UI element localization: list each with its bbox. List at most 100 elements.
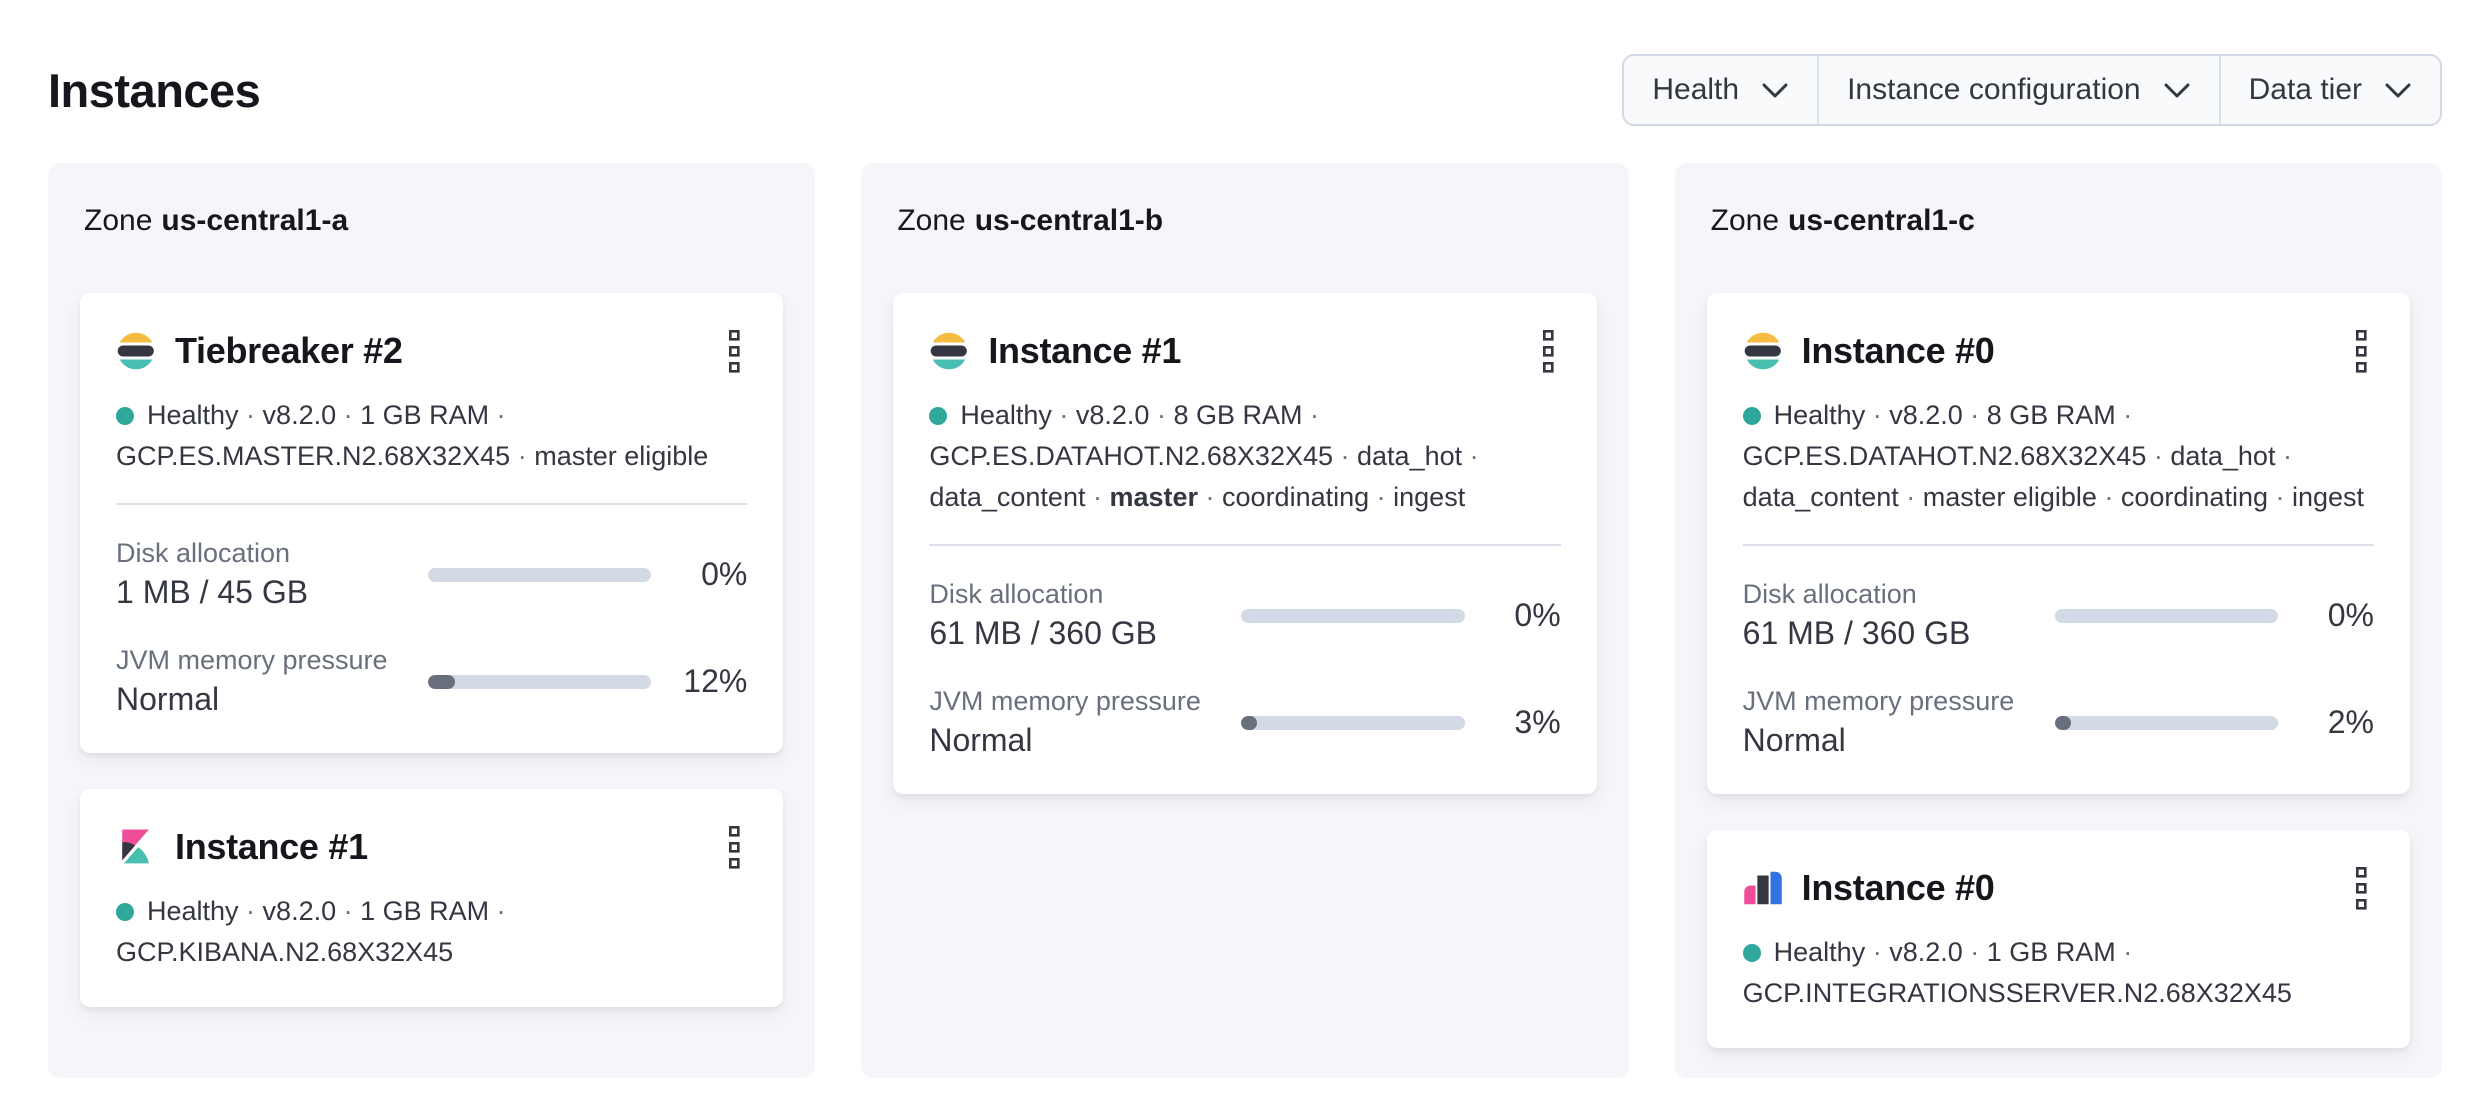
meta-separator: · [1302, 400, 1319, 430]
meta-segment: data_content [929, 482, 1086, 512]
meta-segment: GCP.ES.DATAHOT.N2.68X32X45 [929, 441, 1334, 471]
card-header: Instance #1 [116, 823, 747, 871]
metric-text: Disk allocation 1 MB / 45 GB [116, 537, 428, 612]
filter-label: Health [1652, 73, 1740, 106]
metric-value: Normal [1742, 722, 1846, 758]
metric-label: JVM memory pressure [116, 645, 388, 675]
meta-segment: v8.2.0 [1075, 400, 1150, 430]
boxes-vertical-icon [729, 329, 740, 373]
instance-title: Instance #0 [1801, 867, 1995, 908]
zone-panel: Zone us-central1-b Instance #1 [861, 163, 1629, 1078]
instance-card: Instance #1 Healthy · v8.2.0 · 8 GB RAM … [893, 293, 1597, 794]
meta-segment: Healthy [147, 896, 239, 926]
card-header: Tiebreaker #2 [116, 327, 747, 375]
zone-name: us-central1-a [161, 204, 349, 237]
health-dot [116, 407, 134, 425]
metric-row: JVM memory pressure Normal 3% [929, 685, 1560, 760]
instance-title: Instance #0 [1801, 330, 1995, 371]
metric-percent: 2% [2327, 704, 2374, 740]
metric-row: Disk allocation 1 MB / 45 GB 0% [116, 537, 747, 612]
card-divider [1742, 544, 2374, 546]
chevron-down-icon [2385, 83, 2411, 97]
instance-actions-button[interactable] [2348, 327, 2374, 375]
meta-segment: coordinating [1222, 482, 1370, 512]
filter-health[interactable]: Health [1624, 56, 1817, 124]
meta-separator: · [1333, 441, 1358, 471]
meta-separator: · [2096, 482, 2121, 512]
meta-segment: coordinating [2120, 482, 2268, 512]
instance-meta: Healthy · v8.2.0 · 1 GB RAM · GCP.INTEGR… [1742, 932, 2374, 1014]
meta-segment: data_hot [1357, 441, 1463, 471]
metric-percent: 0% [2327, 597, 2374, 633]
instance-meta: Healthy · v8.2.0 · 1 GB RAM · GCP.ES.MAS… [116, 395, 747, 477]
instance-actions-button[interactable] [721, 327, 747, 375]
card-header: Instance #0 [1743, 864, 2374, 912]
filter-instance-configuration[interactable]: Instance configuration [1817, 56, 2219, 124]
metric-label: Disk allocation [1742, 579, 1917, 609]
instance-title: Tiebreaker #2 [175, 330, 403, 371]
instances-page: Instances Health Instance configuration … [0, 54, 2490, 1102]
metric-value: Normal [929, 722, 1033, 758]
metric-value: 61 MB / 360 GB [1742, 615, 1971, 651]
boxes-vertical-icon [1542, 329, 1554, 373]
metric-percent: 3% [1514, 704, 1561, 740]
metrics: Disk allocation 1 MB / 45 GB 0% JVM memo… [116, 537, 747, 719]
meta-segment: ingest [1393, 482, 1466, 512]
progress-bar [1241, 608, 1465, 623]
progress-bar [428, 674, 652, 689]
zone-label: Zone us-central1-c [1711, 201, 2410, 241]
meta-segment: 1 GB RAM [1986, 937, 2116, 967]
meta-separator: · [1051, 400, 1076, 430]
zones-row: Zone us-central1-a Tiebreaker #2 [48, 163, 2442, 1078]
zone-name: us-central1-b [974, 204, 1164, 237]
instance-meta: Healthy · v8.2.0 · 8 GB RAM · GCP.ES.DAT… [1742, 395, 2374, 518]
meta-separator: · [2146, 441, 2171, 471]
zone-cards: Instance #1 Healthy · v8.2.0 · 8 GB RAM … [893, 293, 1597, 794]
instance-actions-button[interactable] [2348, 864, 2374, 912]
progress-bar [1241, 715, 1465, 730]
meta-separator: · [1865, 937, 1890, 967]
progress-bar [428, 567, 652, 582]
zone-panel: Zone us-central1-a Tiebreaker #2 [48, 163, 816, 1078]
meta-separator: · [2115, 937, 2133, 967]
metric-row: JVM memory pressure Normal 12% [116, 644, 747, 719]
instance-title: Instance #1 [175, 826, 368, 867]
meta-segment: Healthy [960, 400, 1052, 430]
meta-separator: · [510, 441, 535, 471]
metrics: Disk allocation 61 MB / 360 GB 0% JVM me… [929, 578, 1560, 760]
meta-separator: · [1085, 482, 1110, 512]
elasticsearch-logo [1744, 332, 1781, 370]
metric-text: Disk allocation 61 MB / 360 GB [929, 578, 1241, 653]
instance-title: Instance #1 [988, 330, 1182, 371]
progress-bar-fill [2054, 715, 2071, 730]
metric-text: JVM memory pressure Normal [1743, 685, 2055, 760]
filter-data-tier[interactable]: Data tier [2218, 56, 2440, 124]
health-dot [116, 903, 134, 921]
zone-panel: Zone us-central1-c Instance #0 [1674, 163, 2442, 1078]
instance-actions-button[interactable] [721, 823, 747, 871]
meta-segment: v8.2.0 [262, 400, 337, 430]
meta-segment: master [1109, 482, 1199, 512]
metric-text: JVM memory pressure Normal [929, 685, 1241, 760]
meta-segment: Healthy [1773, 400, 1866, 430]
metric-label: JVM memory pressure [1742, 686, 2015, 716]
meta-separator: · [1962, 937, 1987, 967]
meta-segment: v8.2.0 [1889, 400, 1963, 430]
card-header: Instance #1 [929, 327, 1560, 375]
chevron-down-icon [1762, 83, 1788, 97]
progress-bar-fill [1241, 715, 1258, 730]
instance-actions-button[interactable] [1535, 327, 1561, 375]
meta-segment: data_hot [2170, 441, 2276, 471]
meta-segment: Healthy [147, 400, 239, 430]
elasticsearch-logo [117, 332, 154, 370]
zone-label-prefix: Zone [1710, 204, 1780, 237]
meta-separator: · [1462, 441, 1479, 471]
metric-value: Normal [116, 681, 220, 717]
metric-value: 1 MB / 45 GB [116, 574, 309, 610]
zone-name: us-central1-c [1788, 204, 1975, 237]
meta-separator: · [238, 400, 263, 430]
card-header: Instance #0 [1743, 327, 2374, 375]
zone-label-prefix: Zone [897, 204, 966, 237]
health-dot [1742, 407, 1761, 425]
card-divider [116, 503, 748, 505]
